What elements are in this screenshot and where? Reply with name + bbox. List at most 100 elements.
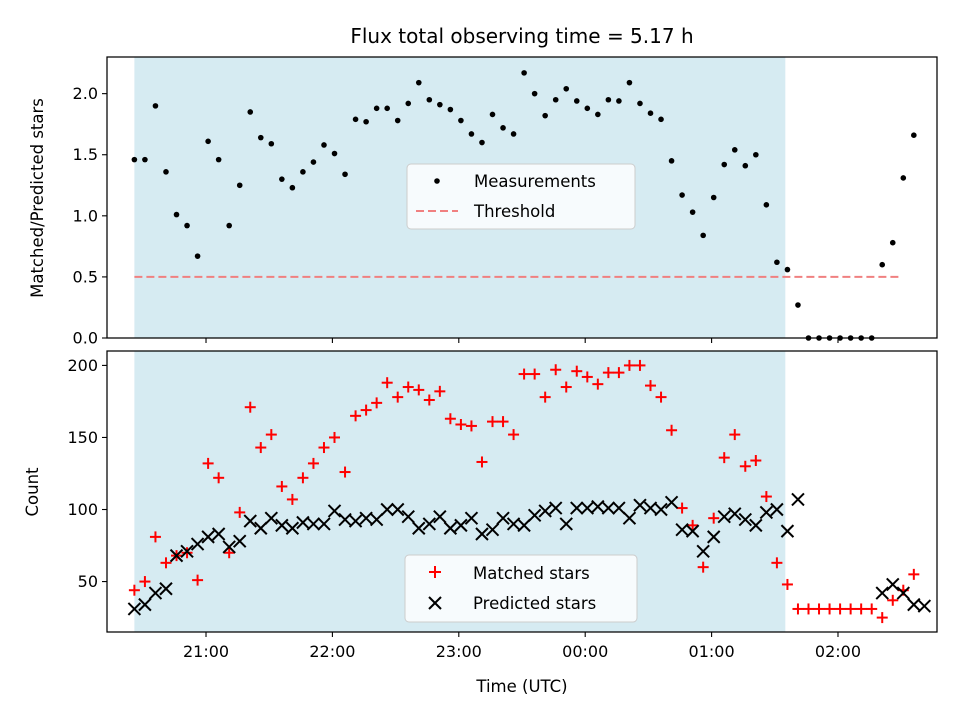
- predicted-stars-point: [517, 518, 531, 533]
- measurement-point: [194, 253, 201, 259]
- predicted-stars-point: [886, 577, 900, 592]
- measurement-point: [363, 118, 369, 125]
- bottom-x-axis-ticks: 21:00 22:00 23:00 00:00 01:00 02:00: [183, 632, 861, 661]
- matched-stars-point: [307, 457, 319, 469]
- top-y-tick-label: 2.0: [73, 84, 98, 103]
- measurement-point: [184, 222, 190, 229]
- matched-stars-point: [423, 394, 435, 406]
- predicted-stars-point: [685, 524, 700, 538]
- matched-stars-point: [697, 561, 709, 573]
- measurement-point: [542, 112, 548, 119]
- legend-measurements-marker: [434, 178, 440, 184]
- matched-stars-point: [434, 385, 446, 397]
- measurement-point: [763, 202, 770, 208]
- x-tick-label: 21:00: [183, 642, 229, 661]
- measurement-point: [710, 194, 717, 201]
- predicted-stars-point: [369, 512, 384, 527]
- measurement-point: [784, 266, 791, 273]
- measurement-point: [142, 156, 148, 163]
- matched-stars-point: [192, 574, 204, 586]
- predicted-stars-point: [917, 599, 932, 613]
- matched-stars-point: [329, 431, 341, 443]
- top-legend: Measurements Threshold: [406, 163, 636, 230]
- legend-matched-label: Matched stars: [473, 564, 590, 583]
- measurement-point: [226, 222, 232, 229]
- x-tick-label: 22:00: [309, 642, 355, 661]
- matched-stars-point: [149, 531, 161, 543]
- measurement-point: [268, 140, 275, 147]
- top-y-axis-label: Matched/Predicted stars: [28, 98, 47, 298]
- x-tick-label: 23:00: [436, 642, 482, 661]
- measurement-point: [352, 116, 359, 123]
- matched-stars-point: [908, 568, 920, 580]
- predicted-stars-point: [285, 521, 300, 535]
- measurement-point: [753, 151, 759, 158]
- predicted-stars-point: [791, 492, 805, 507]
- matched-stars-point: [802, 603, 814, 615]
- matched-stars-point: [655, 391, 667, 403]
- measurements-series: [131, 70, 917, 341]
- predicted-stars-point: [548, 501, 563, 515]
- top-plot-frame: [106, 56, 938, 339]
- matched-stars-point: [781, 578, 793, 590]
- predicted-stars-point: [654, 502, 668, 517]
- matched-stars-point: [855, 603, 867, 615]
- top-y-tick-label: 0.0: [73, 329, 98, 348]
- matched-stars-point: [392, 391, 404, 403]
- measurement-point: [321, 142, 327, 148]
- predicted-stars-point: [201, 530, 215, 544]
- matched-stars-point: [487, 416, 499, 428]
- matched-stars-point: [634, 359, 646, 371]
- matched-stars-point: [550, 364, 562, 376]
- matched-stars-point: [613, 367, 625, 379]
- matched-stars-point: [455, 418, 467, 430]
- measurement-point: [700, 232, 706, 239]
- matched-stars-point: [350, 410, 362, 422]
- predicted-stars-point: [454, 518, 468, 533]
- matched-stars-point: [497, 416, 509, 428]
- measurement-point: [605, 96, 612, 103]
- matched-stars-point: [645, 380, 657, 392]
- bottom-y-tick-label: 50: [78, 572, 98, 591]
- bottom-y-axis-ticks: 50 100 150 200: [67, 356, 107, 591]
- matched-stars-point: [371, 397, 383, 409]
- legend-threshold-label: Threshold: [473, 202, 555, 221]
- measurement-point: [394, 117, 401, 124]
- measurement-point: [257, 134, 264, 141]
- bottom-y-tick-label: 200: [67, 356, 98, 375]
- matched-stars-point: [318, 442, 330, 454]
- predicted-stars-point: [475, 527, 489, 541]
- predicted-stars-point: [738, 512, 753, 527]
- measurement-point: [774, 259, 780, 266]
- measurement-point: [447, 106, 454, 113]
- measurement-point: [489, 111, 496, 118]
- legend-predicted-marker: [428, 596, 442, 610]
- predicted-stars-point: [538, 504, 552, 518]
- matched-stars-point: [824, 603, 836, 615]
- top-legend-box: [406, 163, 636, 230]
- predicted-stars-point: [306, 517, 321, 531]
- predicted-stars-point: [749, 518, 763, 533]
- matched-stars-point: [845, 603, 857, 615]
- predicted-stars-point: [327, 504, 342, 518]
- predicted-stars-point: [780, 524, 795, 538]
- measurement-point: [637, 100, 643, 107]
- matched-stars-point: [508, 429, 520, 441]
- predicted-stars-point: [254, 521, 268, 535]
- measurement-point: [911, 132, 917, 138]
- predicted-stars-point: [759, 505, 774, 520]
- x-tick-label: 00:00: [562, 642, 608, 661]
- predicted-stars-point: [180, 544, 194, 559]
- matched-stars-point: [760, 491, 772, 503]
- predicted-stars-point: [570, 501, 584, 515]
- matched-stars-point: [402, 381, 414, 393]
- matched-stars-point: [234, 506, 246, 518]
- predicted-stars-point: [380, 502, 394, 517]
- predicted-stars-point: [696, 544, 710, 559]
- matched-stars-point: [676, 502, 688, 514]
- matched-stars-point: [139, 576, 151, 588]
- measurement-point: [616, 98, 622, 104]
- measurement-point: [552, 96, 559, 103]
- measurement-point: [742, 162, 749, 169]
- predicted-stars-point: [401, 510, 415, 524]
